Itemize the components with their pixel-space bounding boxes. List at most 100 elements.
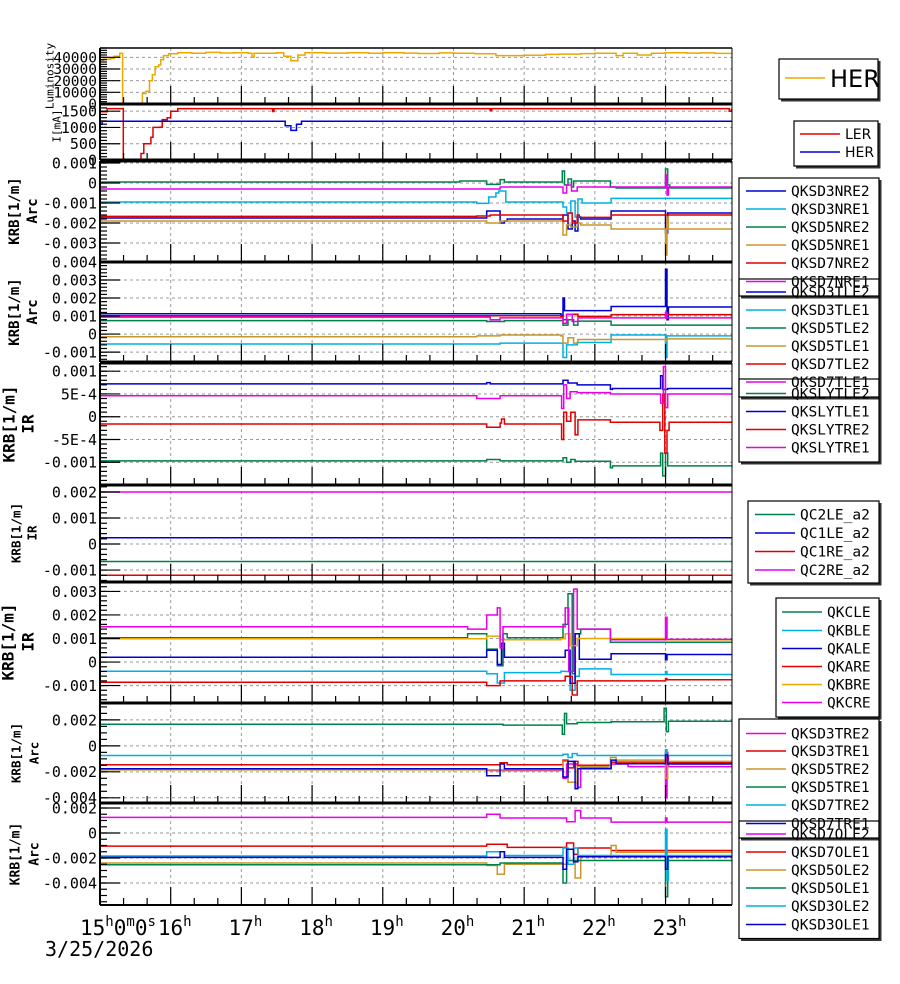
legend-label: QC2RE_a2 — [800, 563, 870, 579]
y-axis-title: Luminosity — [44, 43, 57, 110]
legend-item: QKSD7TLE2 — [746, 357, 870, 373]
legend-label: QKSD3TRE1 — [791, 744, 870, 760]
axis-ticks — [99, 162, 714, 262]
legend-item: QKSD5NRE1 — [746, 238, 870, 254]
series-line-ler — [100, 107, 732, 160]
legend-item: QKSD5OLE2 — [746, 863, 870, 879]
legend-label: QKSD5TRE1 — [791, 780, 870, 796]
y-tick-label: -0.001 — [43, 454, 97, 472]
axis-ticks — [99, 807, 714, 905]
y-tick-label: 1500 — [61, 103, 97, 121]
series-line-qksd5ole1 — [100, 859, 732, 898]
legend-item: QKCLE — [782, 605, 871, 621]
legend-label: QKSD3NRE1 — [791, 202, 870, 218]
legend-label: HER — [845, 145, 874, 161]
legend-label: QKSLYTLE1 — [791, 405, 870, 421]
series-line-qksd5tle2 — [100, 318, 732, 326]
series-line-qkslytre2 — [100, 393, 732, 454]
y-tick-label: 0.001 — [52, 509, 97, 527]
axis-ticks — [99, 366, 714, 486]
series-group — [100, 365, 732, 477]
grid — [100, 485, 732, 582]
y-tick-label: 0.001 — [52, 307, 97, 325]
series-line-qkcre — [100, 588, 732, 673]
legend-item: QKSD3OLE2 — [746, 899, 870, 915]
series-group — [100, 168, 732, 256]
x-tick-value: 21 — [511, 916, 536, 940]
series-group — [100, 268, 732, 359]
legend-label: QKSD7OLE1 — [791, 845, 870, 861]
series-line-qksd7tle1 — [100, 311, 732, 325]
legend-item: HER — [785, 65, 880, 93]
series-line-qkslytre1 — [100, 365, 732, 410]
y-tick-label: 30000 — [53, 62, 97, 78]
legend-label: QKSLYTRE1 — [791, 441, 870, 457]
y-tick-label: 40000 — [53, 51, 97, 67]
legend-arc-ole: QKSD7OLE2 QKSD7OLE1 QKSD5OLE2 QKSD5OLE1 QKSD… — [738, 820, 882, 941]
x-tick-value: 19 — [370, 916, 395, 940]
y-axis-title: KRB[1/m] — [7, 177, 23, 244]
legend-shadow — [796, 123, 881, 169]
series-line-qkale — [100, 633, 732, 684]
panel-ir-sly: -0.001 -5E-4 0 5E-4 0.001 KRB[1/m] IR — [0, 361, 733, 487]
x-tick-label: 18h — [299, 914, 333, 940]
series-line-qkble — [100, 668, 732, 692]
legend-label: QKSD5TLE2 — [791, 321, 870, 337]
x-tick-label: 20h — [441, 914, 475, 940]
y-tick-label: -0.002 — [43, 763, 97, 781]
axis-ticks — [99, 47, 714, 105]
x-tick-label: 19h — [370, 914, 404, 940]
x-tick-unit: s — [147, 914, 155, 930]
series-line-qksd3tle1 — [100, 334, 732, 359]
legend-item: QKCRE — [782, 696, 871, 712]
x-tick-value: 18 — [299, 916, 324, 940]
legend-item: QKSLYTRE1 — [746, 441, 870, 457]
series-line-qksd3ole1 — [100, 848, 732, 871]
legend-label: QKCRE — [827, 696, 871, 712]
legend-box — [738, 718, 880, 839]
legend-box — [738, 177, 880, 297]
legend-label: QKSD3TLE2 — [791, 285, 870, 301]
x-tick-value: 15 — [80, 916, 105, 940]
series-group — [100, 51, 732, 104]
x-tick-value: 0 — [135, 916, 148, 940]
y-tick-label: -0.003 — [43, 234, 97, 252]
series-line-qkare — [100, 675, 732, 696]
series-line-qksd5nre1 — [100, 216, 732, 256]
series-line-qkslytle1 — [100, 374, 732, 391]
x-tick-unit: h — [607, 914, 615, 930]
y-tick-label: 0 — [88, 408, 97, 426]
x-tick-unit: h — [325, 914, 333, 930]
y-axis-title: KRB[1/m] — [9, 503, 24, 563]
legend-luminosity: HER — [778, 58, 881, 102]
y-axis-subtitle: IR — [19, 414, 38, 434]
y-tick-label: 0.002 — [52, 483, 97, 501]
legend-ir-qk: QKCLE QKBLE QKALE QKARE QKBRE QKCRE — [775, 597, 882, 720]
series-line-qkbre — [100, 633, 732, 647]
axis-ticks — [99, 706, 714, 803]
y-axis-title: KRB[1/m] — [0, 385, 19, 462]
y-tick-label: 0.001 — [52, 363, 97, 381]
x-tick-label: 15h0m0s — [80, 914, 156, 940]
series-line-qksd7tre1 — [100, 754, 732, 790]
legend-label: QKSD3OLE2 — [791, 899, 870, 915]
legend-label: QKSD5NRE1 — [791, 238, 870, 254]
legend-label: QKBRE — [827, 678, 871, 694]
legend-item: QKSD7NRE2 — [746, 256, 870, 272]
x-tick-unit: h — [254, 914, 262, 930]
legend-item: QC2RE_a2 — [755, 563, 870, 579]
axis-ticks — [99, 104, 714, 161]
y-tick-label: 0.002 — [52, 606, 97, 624]
legend-label: QKSLYTLE2 — [791, 387, 870, 403]
y-tick-label: -0.004 — [43, 874, 97, 892]
x-tick-label: 23h — [653, 914, 687, 940]
series-group — [100, 707, 732, 799]
legend-label: QKALE — [827, 642, 871, 658]
y-axis-title: KRB[1/m] — [9, 723, 24, 783]
legend-arc-nre: QKSD3NRE2 QKSD3NRE1 QKSD5NRE2 QKSD5NRE1 QKSD… — [738, 177, 882, 299]
legend-item: QKSD3NRE2 — [746, 184, 870, 200]
series-group — [100, 809, 732, 898]
series-line-qksd5nre2 — [100, 168, 732, 189]
y-tick-label: 0.003 — [52, 583, 97, 601]
